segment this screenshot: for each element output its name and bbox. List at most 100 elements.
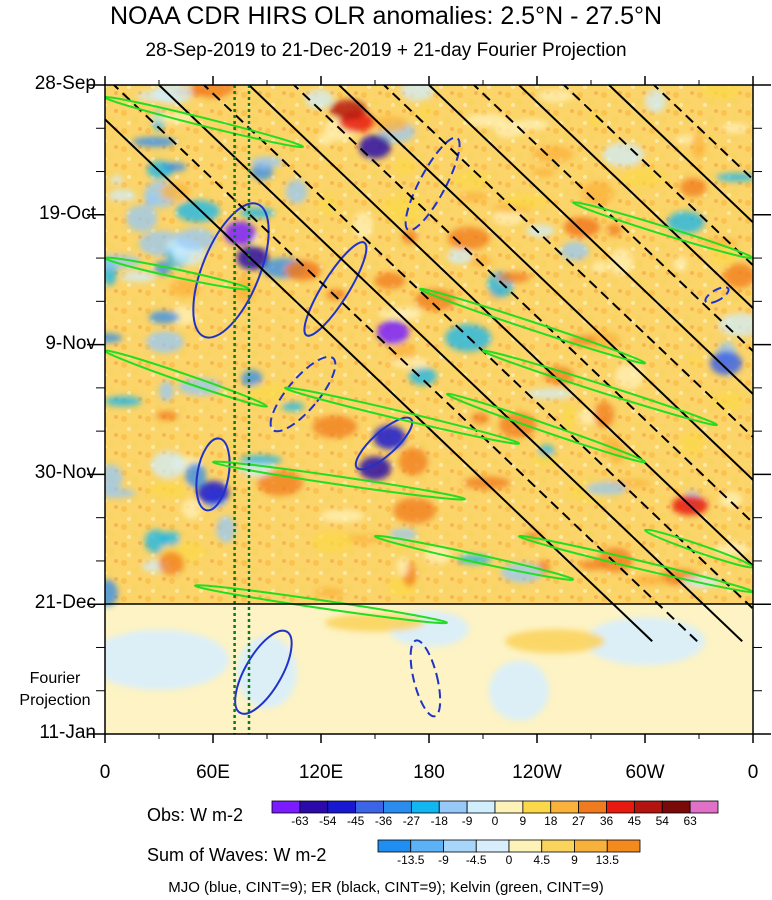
olr-anomaly-blob [169,278,201,297]
olr-anomaly-blob [391,357,430,369]
waves-colorbar-level-label: 4.5 [533,853,551,867]
waves-colorbar-swatch [541,839,575,853]
er-contour [293,85,753,525]
obs-colorbar-swatch [438,800,468,814]
y-tick-label: 11-Jan [39,722,96,743]
kelvin-contour [193,584,449,625]
olr-anomaly-blob [591,261,608,273]
olr-negative-core [373,425,406,450]
waves-colorbar-level-label: -4.5 [465,853,487,867]
olr-anomaly-blob [396,557,409,577]
olr-anomaly-blob [110,175,124,185]
obs-colorbar-level-label: -18 [430,814,448,828]
olr-anomaly-blob [318,195,339,216]
projection-negative-area [585,617,705,666]
olr-anomaly-blob [148,310,180,324]
waves-colorbar-level-label: 0 [505,853,513,867]
olr-anomaly-blob [176,200,220,223]
olr-positive-core [330,99,366,120]
olr-anomaly-blob [241,369,263,388]
waves-colorbar-level-label: -9 [438,853,449,867]
obs-colorbar-swatch [466,800,496,814]
waves-colorbar-swatch [574,839,608,853]
olr-anomaly-blob [108,189,137,202]
obs-colorbar-swatch [606,800,635,814]
olr-anomaly-blob [602,142,644,167]
obs-colorbar-level-label: -63 [291,814,309,828]
olr-anomaly-blob [181,498,202,520]
kelvin-contour [211,460,467,501]
chart-subtitle: 28-Sep-2019 to 21-Dec-2019 + 21-day Four… [145,40,627,61]
mjo-contour [303,241,368,337]
olr-negative-core [359,456,391,481]
er-contour [518,85,753,310]
waves-colorbar-swatch [606,839,641,853]
x-tick-label: 120W [512,762,562,783]
waves-colorbar-swatch [475,839,510,853]
obs-colorbar-swatch [689,800,719,814]
olr-anomaly-blob [148,481,191,498]
olr-anomaly-blob [311,530,353,554]
er-contour [608,85,753,224]
olr-anomaly-blob [144,192,158,208]
obs-colorbar-level-label: -45 [346,814,365,828]
olr-anomaly-blob [530,453,561,467]
olr-anomaly-blob [120,271,157,283]
olr-anomaly-blob [526,224,555,238]
mjo-contour [354,416,414,471]
olr-negative-core [359,134,391,159]
olr-anomaly-blob [469,255,492,268]
olr-anomaly-blob [305,89,334,109]
olr-anomaly-blob [699,85,742,100]
olr-anomaly-blob [158,551,185,576]
fourier-label-line1: Fourier [29,670,81,687]
olr-anomaly-blob [447,226,490,250]
olr-anomaly-blob [398,447,428,476]
obs-colorbar-swatch [355,800,384,814]
olr-anomaly-blob [718,313,753,337]
mjo-contour [704,286,730,305]
kelvin-contour [418,287,647,365]
er-contour [113,85,698,643]
olr-anomaly-blob [498,412,537,438]
x-tick-label: 60W [625,762,665,783]
olr-anomaly-blob [314,587,346,597]
waves-colorbar-swatch [508,839,543,853]
olr-anomaly-blob [716,173,753,182]
obs-colorbar-level-label: 54 [655,814,669,828]
mjo-contour [409,639,442,718]
obs-colorbar-level-label: -9 [461,814,473,828]
kelvin-contour [445,392,647,464]
olr-anomaly-blob [144,529,168,554]
contour-legend-footer: MJO (blue, CINT=9); ER (black, CINT=9); … [168,879,604,896]
olr-positive-core [285,260,321,281]
olr-anomaly-blob [632,574,667,586]
olr-anomaly-blob [156,411,178,421]
olr-anomaly-blob [614,363,645,389]
er-contour [158,85,743,643]
olr-anomaly-blob [579,560,608,570]
projection-positive-area [505,629,605,654]
olr-anomaly-blob [526,388,574,400]
colorbars [271,800,719,853]
olr-anomaly-blob [679,431,705,456]
olr-anomaly-blob [721,122,749,134]
projection-negative-area [237,636,297,709]
olr-negative-core [224,221,256,246]
olr-anomaly-blob [585,481,627,496]
olr-anomaly-blob [251,156,283,169]
olr-anomaly-blob [723,263,753,289]
obs-colorbar-swatch [327,800,357,814]
er-contour [203,85,753,611]
olr-anomaly-blob [609,248,634,276]
olr-anomaly-blob [589,111,602,129]
olr-anomaly-blob [606,223,622,237]
olr-anomaly-blob [175,227,216,251]
obs-colorbar-swatch [633,800,663,814]
olr-anomaly-blob [593,401,615,428]
olr-anomaly-blob [161,531,181,546]
olr-anomaly-blob [562,404,577,430]
y-tick-label: 21-Dec [34,592,96,614]
y-tick-label: 9-Nov [45,332,96,354]
olr-anomaly-blob [374,272,406,290]
